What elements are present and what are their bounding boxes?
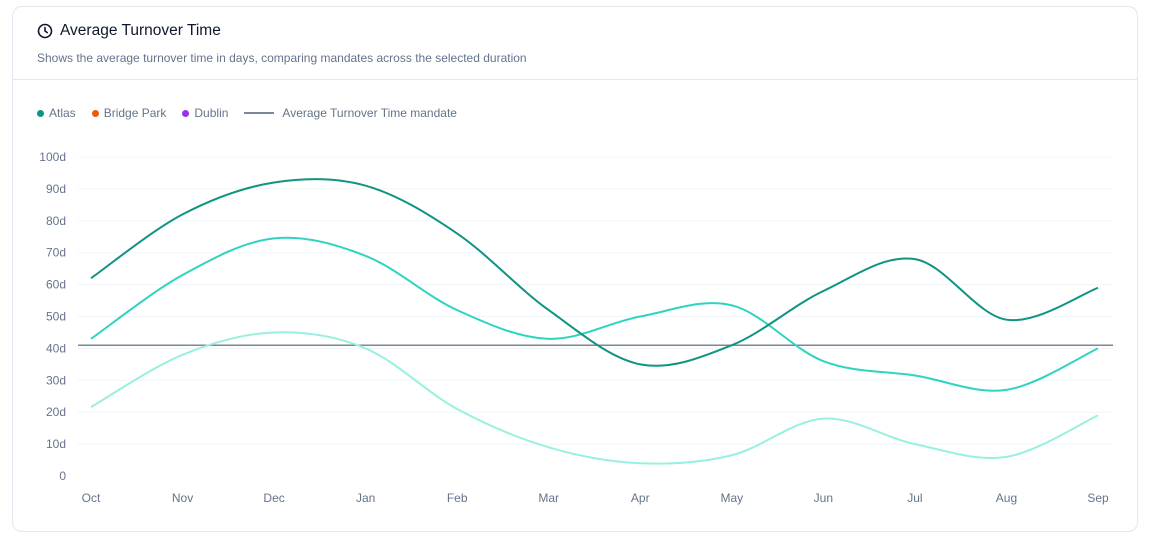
x-tick-label: Jun (814, 491, 833, 505)
y-tick-label: 80d (46, 214, 66, 228)
series-line-bridge-park (90, 236, 1099, 392)
card-header: Average Turnover Time Shows the average … (13, 7, 1137, 80)
legend-label: Average Turnover Time mandate (282, 106, 457, 120)
y-tick-label: 20d (46, 405, 66, 419)
x-tick-label: Feb (447, 491, 468, 505)
x-tick-label: Jul (907, 491, 922, 505)
legend-item-bridge-park[interactable]: Bridge Park (91, 106, 167, 120)
x-tick-label: Dec (263, 491, 284, 505)
y-tick-label: 90d (46, 182, 66, 196)
x-tick-label: Jan (356, 491, 375, 505)
clock-icon (37, 23, 53, 39)
legend-label: Bridge Park (103, 106, 167, 120)
legend-item-dublin[interactable]: Dublin (182, 106, 228, 120)
y-tick-label: 50d (46, 310, 66, 324)
legend-line (244, 112, 275, 114)
legend-item-atlas[interactable]: Atlas (37, 106, 76, 120)
x-tick-label: Apr (631, 491, 650, 505)
chart-legend: Atlas Bridge Park Dublin Average Turnove… (37, 106, 457, 120)
title-text: Average Turnover Time (60, 22, 221, 39)
series-line-atlas (90, 178, 1099, 367)
y-tick-label: 60d (46, 278, 66, 292)
legend-label: Dublin (194, 106, 229, 120)
x-tick-label: Sep (1087, 491, 1109, 505)
card-subtitle: Shows the average turnover time in days,… (37, 51, 527, 65)
legend-dot (37, 109, 44, 117)
legend-label: Atlas (49, 106, 76, 120)
y-tick-label: 0 (59, 469, 66, 483)
legend-dot (91, 109, 99, 117)
y-tick-label: 10d (46, 437, 66, 451)
x-tick-label: May (720, 491, 743, 505)
card-title: Average Turnover Time (37, 22, 221, 40)
y-tick-label: 70d (46, 246, 66, 260)
y-tick-label: 100d (39, 150, 66, 164)
legend-item-mandate[interactable]: Average Turnover Time mandate (244, 106, 457, 120)
series-line-dublin (90, 331, 1099, 465)
x-tick-label: Nov (172, 491, 193, 505)
y-tick-label: 40d (46, 341, 66, 355)
x-tick-label: Aug (996, 491, 1017, 505)
x-tick-label: Oct (82, 491, 101, 505)
y-tick-label: 30d (46, 373, 66, 387)
x-tick-label: Mar (538, 491, 559, 505)
legend-dot (182, 109, 190, 117)
